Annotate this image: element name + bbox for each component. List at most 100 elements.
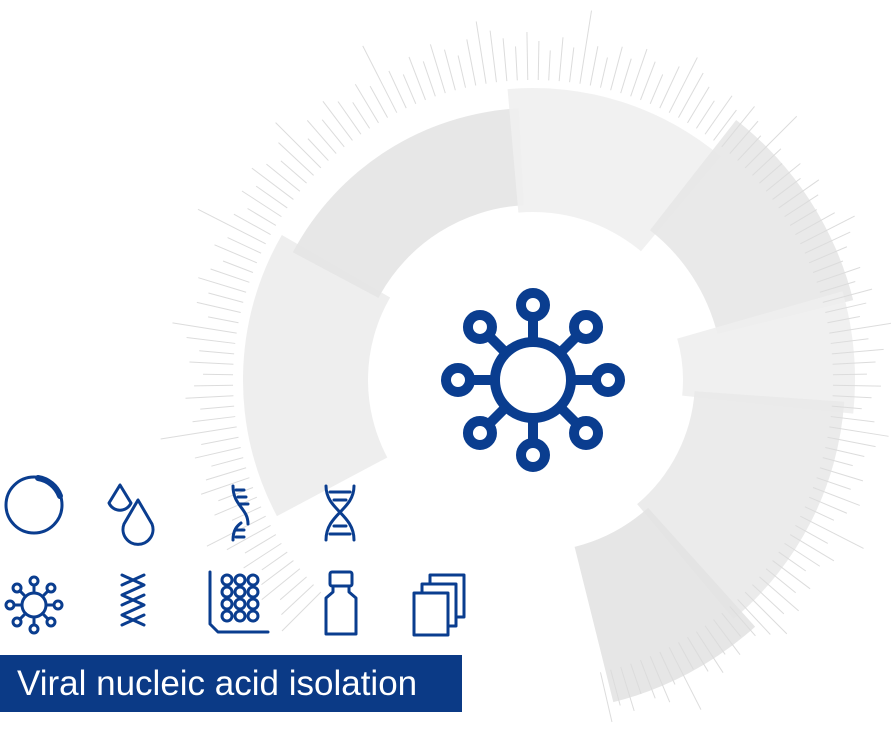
ring-segment: [574, 507, 756, 703]
well: [220, 585, 234, 599]
tick: [306, 120, 337, 154]
tick: [222, 260, 254, 273]
tick: [457, 55, 467, 88]
tick: [261, 560, 294, 586]
tick: [832, 373, 867, 376]
tick: [765, 163, 801, 192]
tick: [208, 292, 244, 303]
icon-single-strand: [231, 484, 250, 542]
tick: [280, 160, 307, 184]
tick: [281, 584, 314, 615]
tick: [243, 542, 282, 569]
tick: [214, 244, 258, 264]
tick: [816, 477, 851, 490]
tick: [548, 50, 551, 81]
tick: [744, 115, 798, 169]
tick: [704, 625, 726, 655]
tick: [772, 560, 811, 590]
spoke-end: [569, 416, 604, 451]
spoke-end: [28, 575, 40, 587]
tick: [825, 302, 867, 314]
ring-segment: [649, 119, 854, 335]
spoke-end: [4, 599, 16, 611]
spoke-end: [462, 416, 497, 451]
icon-plate: [208, 570, 270, 634]
virus-icon-large: [441, 288, 625, 472]
tick: [620, 666, 635, 712]
tick: [829, 322, 891, 334]
tick: [795, 212, 835, 235]
tick: [278, 142, 314, 176]
tick: [198, 277, 247, 293]
tick: [832, 361, 876, 365]
tick: [695, 631, 724, 673]
tick: [695, 100, 715, 129]
spoke-end: [52, 599, 64, 611]
tick: [354, 84, 379, 124]
tick: [759, 163, 783, 184]
tick: [830, 416, 875, 423]
tick: [569, 47, 575, 83]
tick: [822, 288, 873, 303]
tick: [199, 350, 235, 355]
tick: [502, 38, 508, 82]
tick: [772, 177, 801, 200]
tick: [362, 45, 398, 113]
tick: [205, 467, 247, 481]
tick: [369, 85, 388, 118]
tick: [337, 101, 362, 135]
well: [233, 585, 247, 599]
tick: [778, 551, 807, 572]
tick: [218, 487, 254, 502]
decorative-ticks: [160, 10, 891, 723]
tick: [537, 41, 540, 81]
icon-layers: [412, 573, 466, 637]
tick: [402, 74, 417, 105]
tick: [579, 10, 593, 84]
tick: [275, 122, 322, 169]
tick: [737, 599, 771, 635]
tick: [831, 348, 884, 355]
tick: [226, 525, 271, 551]
tick: [307, 138, 329, 161]
tick: [194, 446, 241, 459]
tick: [203, 373, 234, 376]
tick: [489, 30, 497, 83]
tick: [795, 525, 828, 544]
tick: [172, 322, 237, 334]
tick: [200, 405, 235, 410]
tick: [678, 642, 694, 670]
icon-virus-small: [4, 575, 64, 635]
tick: [196, 301, 241, 314]
tick: [789, 534, 835, 562]
tick: [784, 194, 819, 218]
tick: [192, 416, 236, 423]
tick: [160, 426, 237, 440]
tick: [211, 457, 244, 467]
tick: [261, 568, 301, 601]
label-text: Viral nucleic acid isolation: [17, 664, 418, 703]
tick: [831, 405, 862, 410]
spoke-end: [11, 582, 23, 594]
tick: [515, 46, 518, 81]
tick: [466, 39, 477, 86]
tick: [678, 72, 704, 118]
tick: [266, 163, 301, 192]
tick: [729, 606, 756, 637]
tick: [241, 190, 282, 218]
tick: [704, 95, 733, 135]
tick: [800, 515, 864, 549]
tick: [227, 237, 262, 254]
spoke-end: [462, 309, 497, 344]
ring-segment: [243, 235, 391, 517]
spoke-end: [516, 438, 550, 472]
tick: [687, 86, 710, 124]
well: [246, 585, 260, 599]
tick: [721, 612, 742, 637]
tick: [721, 106, 755, 148]
tick: [352, 102, 371, 129]
tick: [713, 619, 741, 656]
tick: [251, 167, 294, 200]
tick: [444, 49, 456, 91]
tick: [321, 119, 345, 148]
